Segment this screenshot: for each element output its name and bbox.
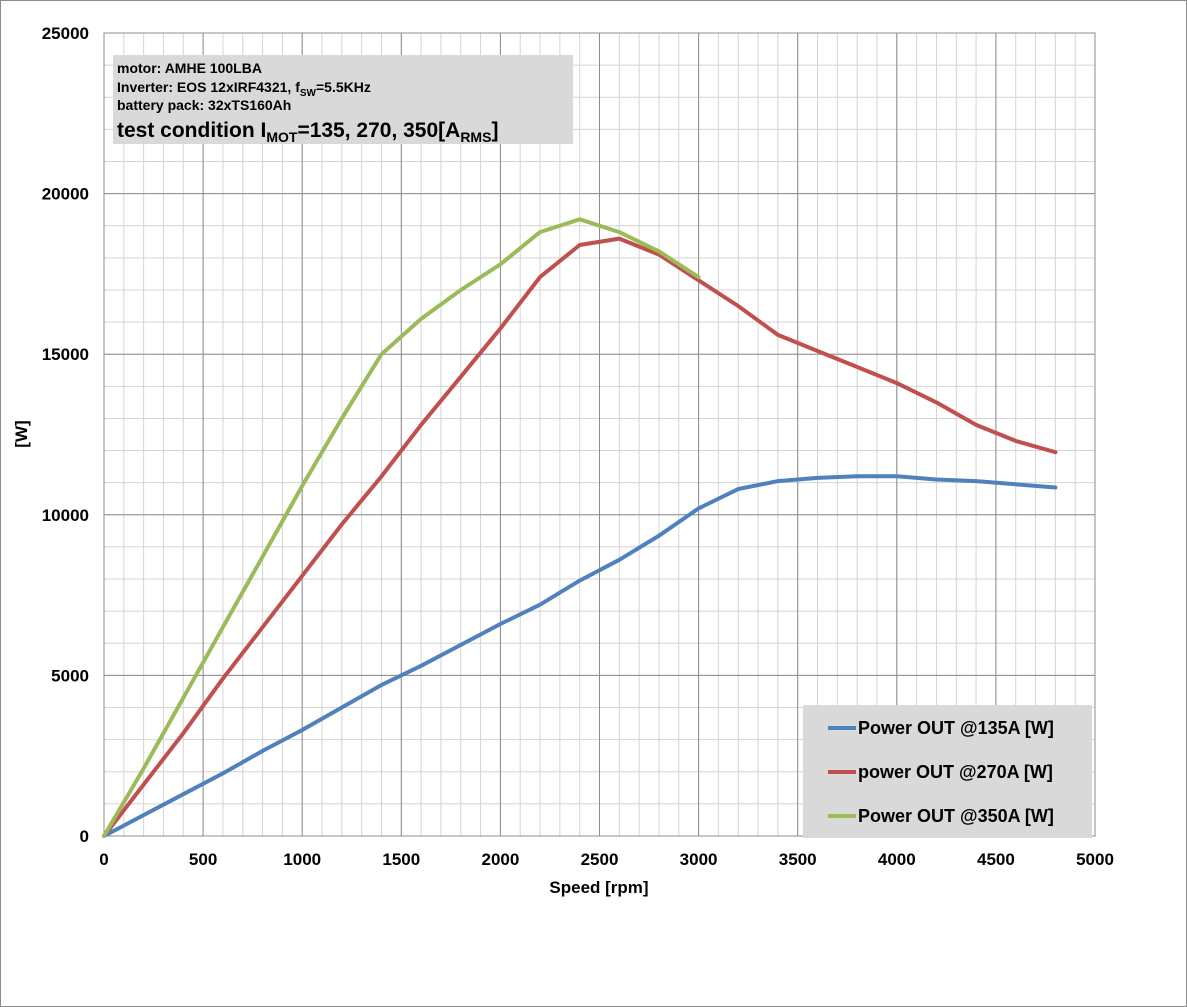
annotation-box: motor: AMHE 100LBA Inverter: EOS 12xIRF4… <box>113 55 573 145</box>
annotation-inverter-text: Inverter: EOS 12xIRF4321, f <box>117 79 300 95</box>
series-lines <box>102 217 1058 838</box>
annotation-test-currents: =135, 270, 350[A <box>297 119 460 142</box>
x-tick-label: 3000 <box>680 850 718 869</box>
series-line-2 <box>102 217 701 838</box>
y-tick-label: 5000 <box>51 666 89 685</box>
plot-area-border <box>103 32 1096 837</box>
annotation-battery: battery pack: 32xTS160Ah <box>117 97 291 113</box>
y-tick-labels: 0 5000 10000 15000 20000 25000 <box>42 24 89 846</box>
x-tick-label: 4500 <box>977 850 1015 869</box>
y-tick-label: 0 <box>80 827 89 846</box>
legend: Power OUT @135A [W] power OUT @270A [W] … <box>803 705 1092 838</box>
annotation-test-text: test condition I <box>117 119 266 142</box>
annotation-test-close: ] <box>491 119 498 142</box>
annotation-motor: motor: AMHE 100LBA <box>117 60 262 76</box>
annotation-test-sub-rms: RMS <box>460 129 491 145</box>
x-tick-labels: 0 500 1000 1500 2000 2500 3000 3500 4000 4500 5000 <box>99 850 1114 869</box>
y-tick-label: 10000 <box>42 506 89 525</box>
y-tick-label: 15000 <box>42 345 89 364</box>
legend-label-350a: Power OUT @350A [W] <box>858 806 1054 826</box>
x-axis-title: Speed [rpm] <box>549 878 648 897</box>
x-tick-label: 5000 <box>1076 850 1114 869</box>
annotation-test-condition: test condition IMOT=135, 270, 350[ARMS] <box>117 119 498 145</box>
x-tick-label: 3500 <box>779 850 817 869</box>
annotation-background <box>113 55 573 144</box>
x-tick-label: 1000 <box>283 850 321 869</box>
x-tick-label: 1500 <box>382 850 420 869</box>
legend-label-135a: Power OUT @135A [W] <box>858 718 1054 738</box>
y-tick-label: 20000 <box>42 185 89 204</box>
annotation-inverter-freq: =5.5KHz <box>316 79 371 95</box>
annotation-inverter-sub: SW <box>300 88 317 99</box>
x-tick-label: 4000 <box>878 850 916 869</box>
x-tick-label: 0 <box>99 850 108 869</box>
x-tick-label: 2500 <box>581 850 619 869</box>
x-tick-label: 500 <box>189 850 217 869</box>
annotation-inverter: Inverter: EOS 12xIRF4321, fSW=5.5KHz <box>117 79 371 99</box>
x-tick-label: 2000 <box>481 850 519 869</box>
y-tick-label: 25000 <box>42 24 89 43</box>
legend-label-270a: power OUT @270A [W] <box>858 762 1053 782</box>
y-axis-title: [W] <box>12 420 31 447</box>
series-line-0 <box>102 474 1058 838</box>
series-line-1 <box>102 236 1058 838</box>
annotation-test-sub-mot: MOT <box>266 129 298 145</box>
